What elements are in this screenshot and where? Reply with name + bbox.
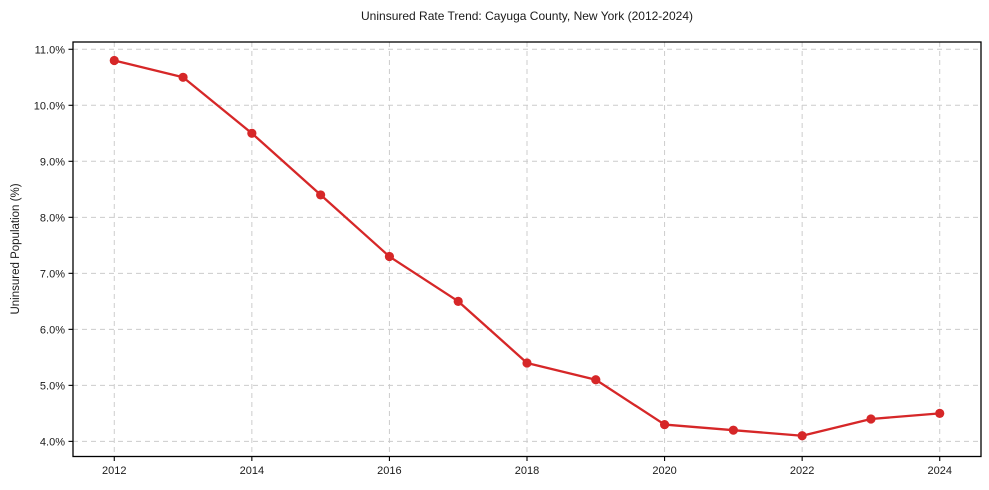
y-tick-label: 4.0% xyxy=(40,436,65,448)
x-tick-label: 2016 xyxy=(377,465,401,477)
x-tick-label: 2024 xyxy=(927,465,951,477)
x-tick-label: 2022 xyxy=(790,465,814,477)
y-tick-label: 9.0% xyxy=(40,156,65,168)
y-tick-label: 7.0% xyxy=(40,268,65,280)
data-point xyxy=(316,190,326,200)
data-point xyxy=(866,414,876,424)
data-point xyxy=(728,425,738,435)
data-point xyxy=(109,55,119,66)
data-point xyxy=(522,358,532,368)
y-tick-label: 11.0% xyxy=(35,44,66,56)
data-point xyxy=(247,128,257,138)
data-point xyxy=(453,296,463,306)
chart-title: Uninsured Rate Trend: Cayuga County, New… xyxy=(361,9,693,23)
data-point xyxy=(797,431,807,441)
x-tick-label: 2012 xyxy=(102,465,126,477)
data-point xyxy=(935,408,945,418)
data-point xyxy=(659,419,670,430)
y-tick-label: 8.0% xyxy=(40,212,65,224)
data-point xyxy=(384,251,395,262)
data-point xyxy=(178,72,188,82)
x-tick-label: 2014 xyxy=(240,465,264,477)
y-tick-label: 6.0% xyxy=(40,324,65,336)
x-tick-label: 2020 xyxy=(652,465,676,477)
y-tick-label: 10.0% xyxy=(34,100,65,112)
y-tick-label: 5.0% xyxy=(40,380,65,392)
x-tick-label: 2018 xyxy=(515,465,539,477)
data-point xyxy=(591,375,601,385)
